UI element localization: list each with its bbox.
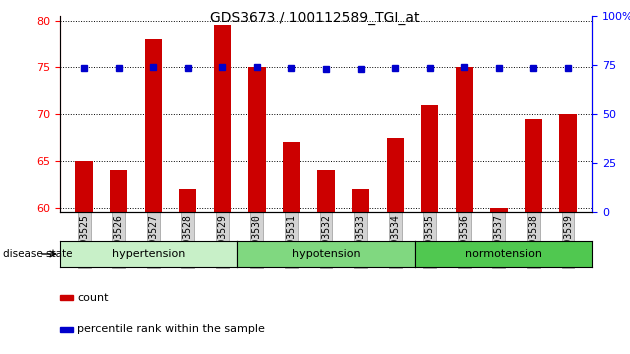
Bar <box>421 105 438 212</box>
Bar <box>490 208 508 212</box>
Text: normotension: normotension <box>465 249 542 259</box>
Bar <box>179 189 197 212</box>
Bar <box>248 67 265 212</box>
Bar <box>110 170 127 212</box>
Bar <box>60 295 72 300</box>
Text: hypotension: hypotension <box>292 249 360 259</box>
Text: GDS3673 / 100112589_TGI_at: GDS3673 / 100112589_TGI_at <box>210 11 420 25</box>
Bar <box>352 189 369 212</box>
Text: count: count <box>77 292 109 303</box>
Bar <box>525 119 542 212</box>
Text: hypertension: hypertension <box>112 249 185 259</box>
Text: percentile rank within the sample: percentile rank within the sample <box>77 324 265 335</box>
Bar <box>283 142 300 212</box>
Bar <box>144 39 162 212</box>
Bar <box>455 67 473 212</box>
Bar <box>214 25 231 212</box>
Text: disease state: disease state <box>3 249 72 259</box>
Bar <box>76 161 93 212</box>
Bar <box>387 138 404 212</box>
Bar <box>559 114 576 212</box>
Bar <box>318 170 335 212</box>
Bar <box>60 327 72 332</box>
